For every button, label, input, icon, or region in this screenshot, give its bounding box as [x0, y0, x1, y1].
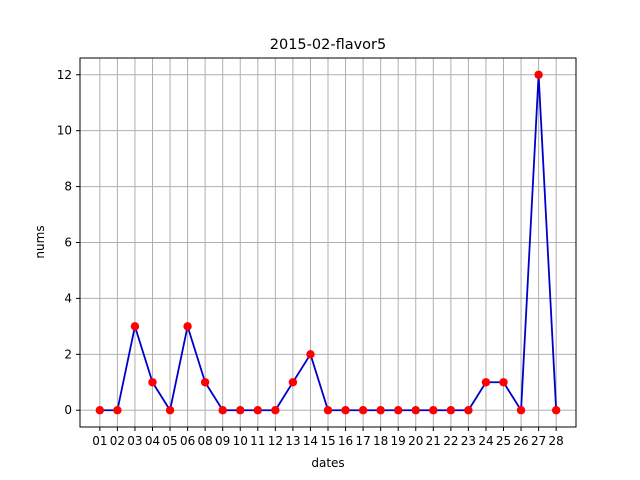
y-tick-label: 0 — [64, 403, 72, 417]
data-point — [358, 406, 368, 415]
x-axis-label: dates — [311, 456, 344, 470]
data-point — [341, 406, 350, 415]
data-point — [376, 406, 385, 415]
grid — [80, 58, 576, 427]
data-points — [95, 70, 561, 415]
data-point — [95, 406, 105, 415]
data-point — [551, 406, 561, 415]
x-tick-label: 08 — [198, 434, 213, 448]
y-tick-label: 2 — [64, 347, 72, 361]
data-point — [165, 406, 175, 415]
data-point — [148, 378, 157, 387]
x-tick-label: 03 — [127, 434, 142, 448]
data-point — [446, 406, 456, 415]
x-tick-label: 12 — [268, 434, 283, 448]
x-tick-label: 24 — [478, 434, 493, 448]
x-tick-label: 25 — [496, 434, 511, 448]
x-tick-label: 13 — [285, 434, 300, 448]
data-point — [394, 406, 403, 415]
y-axis-label: nums — [33, 225, 47, 258]
x-tick-label: 10 — [233, 434, 248, 448]
data-point — [481, 378, 491, 387]
data-point — [323, 406, 333, 415]
x-tick-label: 23 — [461, 434, 476, 448]
x-tick-label: 11 — [250, 434, 265, 448]
y-tick-label: 4 — [64, 291, 72, 305]
x-tick-label: 06 — [180, 434, 195, 448]
data-point — [411, 406, 420, 415]
data-point — [516, 406, 526, 415]
x-tick-label: 05 — [162, 434, 177, 448]
data-point — [499, 378, 508, 387]
x-tick-label: 28 — [549, 434, 564, 448]
x-tick-label: 20 — [408, 434, 423, 448]
data-point — [200, 378, 210, 387]
data-point — [253, 406, 262, 415]
x-tick-label: 02 — [110, 434, 125, 448]
chart-title: 2015-02-flavor5 — [270, 37, 386, 53]
x-tick-label: 14 — [303, 434, 318, 448]
x-tick-label: 09 — [215, 434, 230, 448]
x-tick-label: 16 — [338, 434, 353, 448]
x-axis: 01 02 03 04 05 06 08 09 10 11 12 13 14 15 16 17 18 19 20 21… — [92, 427, 564, 448]
data-point — [236, 406, 245, 415]
data-point — [183, 322, 192, 331]
x-tick-label: 27 — [531, 434, 546, 448]
data-point — [218, 406, 227, 415]
x-tick-label: 15 — [320, 434, 335, 448]
y-tick-label: 6 — [64, 236, 72, 250]
x-tick-label: 21 — [426, 434, 441, 448]
data-point — [130, 322, 140, 331]
y-tick-label: 10 — [57, 124, 72, 138]
data-point — [464, 406, 473, 415]
x-tick-label: 17 — [355, 434, 370, 448]
x-tick-label: 22 — [443, 434, 458, 448]
data-point — [429, 406, 438, 415]
x-tick-label: 18 — [373, 434, 388, 448]
data-point — [534, 70, 543, 79]
y-axis: 0 2 4 6 8 10 12 — [57, 68, 80, 417]
y-tick-label: 12 — [57, 68, 72, 82]
data-point — [113, 406, 122, 415]
x-tick-label: 04 — [145, 434, 160, 448]
x-tick-label: 19 — [391, 434, 406, 448]
y-tick-label: 8 — [64, 180, 72, 194]
x-tick-label: 26 — [513, 434, 528, 448]
data-point — [271, 406, 280, 415]
x-tick-label: 01 — [92, 434, 107, 448]
data-point — [288, 378, 298, 387]
data-point — [306, 350, 315, 359]
